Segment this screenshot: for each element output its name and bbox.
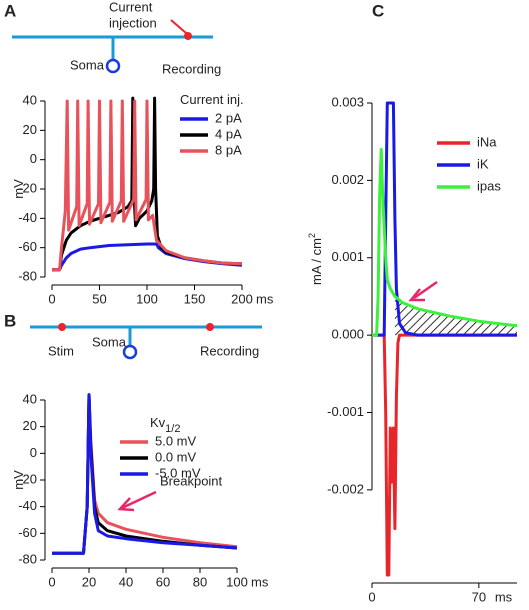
legend-label: 0.0 mV [155, 449, 197, 464]
y-axis-label: mA / cm2 [307, 233, 324, 285]
panel-label: B [4, 311, 16, 330]
series-line [52, 242, 243, 272]
y-tick-label: -40 [18, 498, 37, 513]
y-tick-label: 0.002 [331, 172, 364, 187]
soma [122, 344, 138, 360]
legend-title-text: Kv [150, 415, 166, 430]
x-tick-label: 60 [156, 574, 170, 589]
pointer [170, 19, 187, 34]
x-tick-label: 70 [472, 589, 486, 604]
y-axis-label-sup: 2 [307, 233, 317, 238]
schematic-label: Stim [48, 343, 74, 358]
x-tick-label: 200 [231, 291, 253, 306]
y-tick-label: -0.002 [327, 481, 364, 496]
legend-label: 8 pA [215, 142, 242, 157]
hatched-area [394, 296, 517, 336]
y-axis-label-text: mV [11, 179, 26, 199]
x-tick-label: 50 [92, 291, 106, 306]
x-tick-label: 80 [193, 574, 207, 589]
y-tick-label: 20 [23, 122, 37, 137]
schematic-b: Stim Soma Recording [30, 323, 262, 360]
x-tick-label: 20 [82, 574, 96, 589]
y-tick-label: 0 [30, 445, 37, 460]
series-line [52, 99, 243, 272]
y-tick-label: 40 [23, 92, 37, 107]
schematic-a: Current injection Soma Recording [12, 0, 221, 76]
soma [105, 58, 121, 74]
series-line [372, 333, 517, 577]
y-axis-label-text: mA / cm [309, 238, 324, 285]
y-tick-label: -60 [18, 239, 37, 254]
panel-label: A [4, 1, 16, 20]
panel-label: C [372, 1, 384, 20]
y-tick-label: -20 [18, 180, 37, 195]
electrode [58, 323, 66, 331]
x-tick-label: 0 [48, 574, 55, 589]
x-tick-label: 40 [119, 574, 133, 589]
legend-title: Kv1/2 [150, 415, 180, 434]
legend-label: 5.0 mV [155, 433, 197, 448]
y-tick-label: -80 [18, 551, 37, 566]
schematic-label: Recording [162, 61, 221, 76]
schematic-label: Recording [200, 343, 259, 358]
schematic-label: Current [109, 0, 153, 14]
y-tick-label: 20 [23, 418, 37, 433]
series-line [372, 147, 518, 337]
y-tick-label: -0.001 [327, 404, 364, 419]
electrode [184, 32, 192, 40]
x-tick-label: 0 [368, 589, 375, 604]
y-axis-label: mV [11, 179, 26, 199]
x-tick-label: 150 [184, 291, 206, 306]
y-tick-label: 0.000 [331, 327, 364, 342]
y-axis-label-text: mV [11, 470, 26, 490]
y-tick-label: 40 [23, 391, 37, 406]
electrode [206, 323, 214, 331]
y-tick-label: 0.001 [331, 249, 364, 264]
series-line [52, 393, 238, 555]
x-tick-label: 100 [136, 291, 158, 306]
annotation-arrow [117, 280, 438, 512]
legend-title-sub: 1/2 [165, 423, 180, 435]
y-tick-label: -20 [18, 471, 37, 486]
y-tick-label: 0 [30, 151, 37, 166]
y-axis-label: mV [11, 470, 26, 490]
y-tick-label: -80 [18, 268, 37, 283]
y-tick-label: 0.003 [331, 94, 364, 109]
y-tick-label: -60 [18, 525, 37, 540]
legend-label: -5.0 mV [155, 465, 201, 480]
schematic-label: injection [109, 15, 157, 30]
x-unit: ms [495, 589, 513, 604]
legend-title: Current inj. [180, 92, 244, 107]
y-tick-label: -40 [18, 210, 37, 225]
schematic-label: Soma [70, 57, 105, 72]
schematic-label: Soma [92, 334, 127, 349]
x-unit: ms [251, 574, 269, 589]
x-tick-label: 100 [226, 574, 248, 589]
annotation: Breakpoint [160, 473, 223, 488]
legend-title-text: Current inj. [180, 92, 244, 107]
legend-label: ipas [477, 178, 501, 193]
legend-label: 4 pA [215, 126, 242, 141]
x-tick-label: 0 [48, 291, 55, 306]
legend-label: iNa [477, 134, 497, 149]
legend-label: 2 pA [215, 110, 242, 125]
legend-label: iK [477, 156, 489, 171]
x-unit: ms [256, 291, 274, 306]
